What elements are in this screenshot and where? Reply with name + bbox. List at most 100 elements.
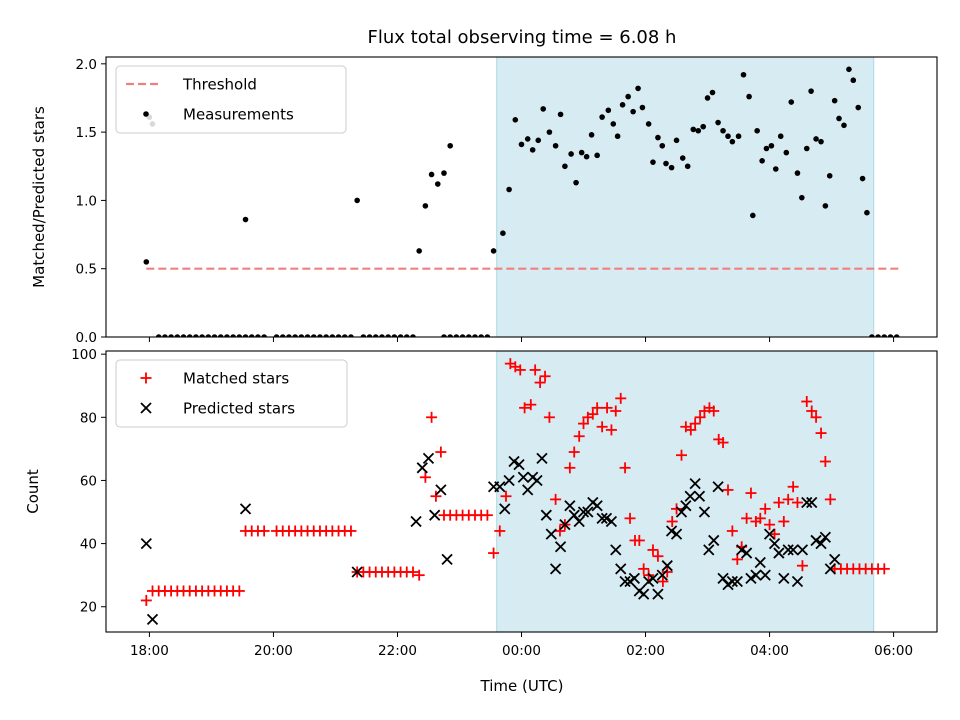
matched-star-point [539, 370, 551, 382]
matched-star-point [801, 396, 813, 408]
matched-star-point [722, 484, 734, 496]
matched-star-point [601, 402, 613, 414]
measurement-point [524, 136, 531, 142]
measurement-point [518, 141, 525, 148]
measurement-point [180, 334, 187, 337]
matched-star-point [494, 525, 506, 537]
measurement-point [715, 119, 721, 126]
measurement-point [725, 133, 731, 140]
matched-star-point [615, 392, 627, 404]
measurement-point [822, 203, 829, 209]
predicted-star-point [670, 528, 683, 540]
predicted-star-point [656, 569, 668, 581]
predicted-star-point [712, 481, 724, 493]
measurement-point [236, 334, 243, 337]
measurement-point [434, 181, 441, 187]
measurement-point [174, 334, 181, 337]
measurement-point [323, 334, 329, 337]
y-axis-label: Count [24, 469, 42, 514]
measurement-point [684, 163, 691, 170]
y-tick-label: 80 [80, 410, 97, 426]
predicted-star-point [680, 500, 692, 512]
measurement-point [422, 203, 429, 209]
predicted-star-point [522, 484, 534, 496]
predicted-star-point [759, 569, 771, 581]
predicted-star-point [536, 452, 548, 464]
measurement-point [864, 209, 870, 216]
measurement-point [583, 153, 590, 160]
matched-star-point [726, 525, 738, 537]
measurement-point [217, 334, 224, 337]
measurement-point [242, 216, 249, 223]
measurement-point [818, 138, 824, 145]
measurement-point [329, 334, 336, 337]
predicted-star-point [726, 575, 738, 588]
measurement-point [650, 159, 656, 165]
measurement-point [348, 334, 354, 337]
markers [140, 358, 890, 626]
predicted-star-point [698, 506, 711, 518]
y-axis-label: Matched/Predicted stars [30, 106, 48, 288]
matched-star-point [430, 490, 442, 502]
measurement-point [562, 163, 568, 170]
matched-star-point [534, 377, 546, 389]
measurement-point [655, 134, 661, 141]
measurement-point [808, 88, 814, 94]
measurement-point [783, 149, 790, 156]
matched-star-point [764, 519, 776, 531]
measurement-point [484, 334, 491, 337]
matched-star-point [675, 449, 687, 461]
matched-star-point [258, 525, 270, 537]
matched-star-point [550, 493, 562, 505]
legend-box [115, 359, 348, 428]
matched-star-point [587, 408, 599, 420]
measurement-point [625, 93, 631, 100]
predicted-star-point [140, 537, 152, 550]
measurement-point [366, 334, 373, 337]
predicted-star-point [689, 477, 701, 490]
predicted-star-point [708, 534, 720, 547]
y-tick-label: 60 [80, 473, 97, 489]
matched-star-point [554, 525, 566, 537]
measurement-point [453, 334, 460, 337]
measurement-point [759, 158, 765, 164]
measurement-point [750, 212, 756, 219]
measurement-point [573, 179, 579, 186]
matched-star-point [568, 446, 580, 458]
measurement-point [619, 102, 626, 108]
measurement-point [763, 145, 770, 152]
matched-star-point [525, 399, 537, 411]
matched-star-point [778, 515, 790, 527]
predicted-star-point [731, 575, 743, 588]
measurement-point [459, 334, 466, 337]
matched-star-point [754, 512, 766, 524]
predicted-star-point [661, 560, 673, 572]
matched-star-point [426, 411, 438, 423]
legend-box [115, 65, 347, 134]
measurement-point [472, 334, 478, 337]
measurement-point [441, 334, 447, 337]
predicted-star-point [763, 528, 776, 540]
matched-star-point [519, 402, 531, 414]
x-tick-label: 18:00 [130, 643, 169, 659]
measurement-point [552, 142, 559, 149]
predicted-star-point [517, 471, 529, 483]
matched-star-point [413, 569, 425, 581]
predicted-star-point [499, 503, 511, 515]
predicted-star-point [416, 462, 428, 474]
legend-label: Measurements [183, 106, 294, 124]
predicted-star-point [740, 547, 753, 559]
measurement-point [490, 248, 497, 254]
predicted-star-point [582, 506, 594, 518]
measurement-point [416, 248, 422, 254]
measurement-point [594, 152, 600, 159]
measurement-point [704, 95, 711, 101]
measurement-point [887, 334, 894, 337]
measurement-point [668, 164, 675, 171]
measurement-point [846, 66, 852, 73]
legend-predicted-swatch [140, 402, 152, 414]
predicted-star-point [239, 503, 252, 515]
matched-star-point [435, 446, 447, 458]
matched-star-point [708, 405, 720, 417]
matched-star-point [591, 402, 603, 414]
